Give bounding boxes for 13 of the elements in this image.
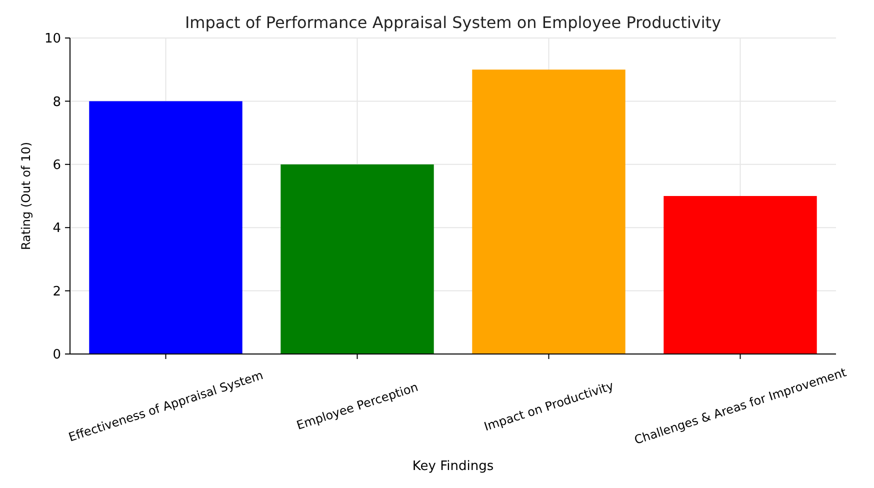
chart-title: Impact of Performance Appraisal System on Employee Productivity: [184, 13, 722, 32]
bar: [472, 70, 626, 354]
y-axis-title: Rating (Out of 10): [19, 142, 33, 250]
y-tick-label: 2: [52, 284, 61, 300]
y-tick-label: 6: [52, 158, 61, 173]
bar: [89, 101, 242, 354]
y-tick-label: 4: [52, 221, 61, 236]
y-tick-label: 0: [52, 348, 61, 363]
y-tick-label: 10: [44, 32, 61, 47]
bar: [280, 164, 434, 354]
x-axis-title: Key Findings: [412, 459, 494, 474]
bar: [664, 196, 817, 354]
y-tick-label: 8: [52, 94, 61, 110]
